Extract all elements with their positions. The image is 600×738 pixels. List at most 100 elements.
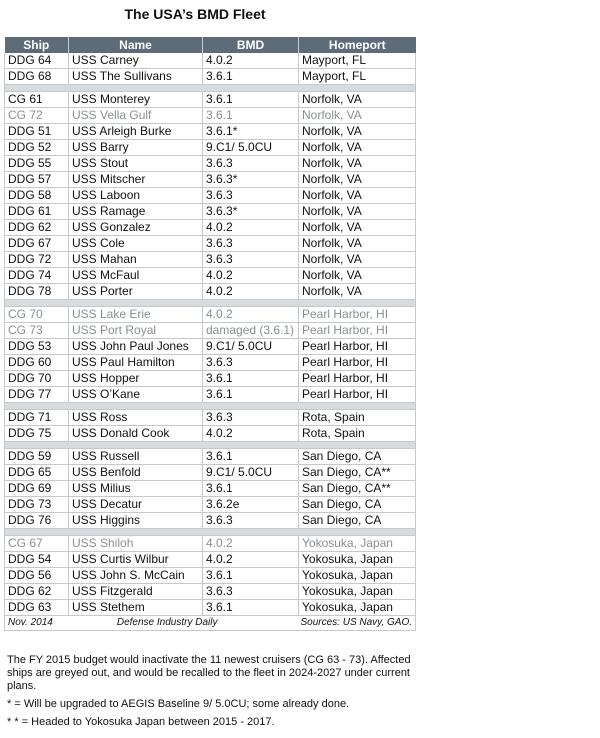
cell-name: USS Arleigh Burke — [68, 123, 203, 140]
cell-homeport: Norfolk, VA — [298, 155, 416, 172]
cell-name: USS Benfold — [68, 464, 203, 481]
cell-homeport: Pearl Harbor, HI — [298, 322, 416, 339]
group-separator — [4, 299, 416, 307]
cell-name: USS Shiloh — [68, 535, 203, 552]
cell-homeport: Yokosuka, Japan — [298, 551, 416, 568]
cell-name: USS Higgins — [68, 512, 203, 529]
cell-homeport: San Diego, CA — [298, 496, 416, 513]
table-row: DDG 72 USS Mahan 3.6.3 Norfolk, VA — [4, 251, 416, 268]
table-row: DDG 62 USS Fitzgerald 3.6.3 Yokosuka, Japan — [4, 583, 416, 600]
cell-ship: CG 61 — [4, 91, 69, 108]
cell-bmd: 3.6.3* — [202, 171, 299, 188]
table-row: DDG 78 USS Porter 4.0.2 Norfolk, VA — [4, 283, 416, 300]
table-row: DDG 75 USS Donald Cook 4.0.2 Rota, Spain — [4, 425, 416, 442]
table-body: DDG 64 USS Carney 4.0.2 Mayport, FL DDG 68 US… — [4, 53, 416, 616]
cell-ship: DDG 69 — [4, 480, 69, 497]
cell-ship: DDG 57 — [4, 171, 69, 188]
cell-homeport: Pearl Harbor, HI — [298, 338, 416, 355]
cell-bmd: 3.6.3* — [202, 203, 299, 220]
table-row: DDG 69 USS Milius 3.6.1 San Diego, CA** — [4, 480, 416, 497]
cell-ship: DDG 61 — [4, 203, 69, 220]
cell-bmd: 4.0.2 — [202, 306, 299, 323]
cell-homeport: Mayport, FL — [298, 68, 416, 85]
table-row: DDG 76 USS Higgins 3.6.3 San Diego, CA — [4, 512, 416, 529]
cell-ship: DDG 55 — [4, 155, 69, 172]
cell-homeport: Norfolk, VA — [298, 107, 416, 124]
cell-ship: CG 72 — [4, 107, 69, 124]
cell-homeport: Pearl Harbor, HI — [298, 306, 416, 323]
cell-bmd: 4.0.2 — [202, 53, 299, 69]
cell-name: USS Decatur — [68, 496, 203, 513]
cell-homeport: Norfolk, VA — [298, 235, 416, 252]
cell-bmd: 3.6.2e — [202, 496, 299, 513]
cell-homeport: Norfolk, VA — [298, 283, 416, 300]
cell-bmd: 3.6.3 — [202, 354, 299, 371]
cell-ship: DDG 62 — [4, 583, 69, 600]
cell-homeport: Norfolk, VA — [298, 251, 416, 268]
cell-name: USS Fitzgerald — [68, 583, 203, 600]
cell-ship: DDG 63 — [4, 599, 69, 616]
cell-ship: DDG 62 — [4, 219, 69, 236]
table-row: DDG 71 USS Ross 3.6.3 Rota, Spain — [4, 409, 416, 426]
table-row: DDG 70 USS Hopper 3.6.1 Pearl Harbor, HI — [4, 370, 416, 387]
cell-homeport: Pearl Harbor, HI — [298, 354, 416, 371]
cell-name: USS Barry — [68, 139, 203, 156]
cell-name: USS Curtis Wilbur — [68, 551, 203, 568]
cell-name: USS Porter — [68, 283, 203, 300]
cell-bmd: 4.0.2 — [202, 219, 299, 236]
group-separator-cell — [4, 84, 416, 92]
cell-homeport: Norfolk, VA — [298, 139, 416, 156]
cell-bmd: 3.6.3 — [202, 187, 299, 204]
cell-bmd: 3.6.1 — [202, 599, 299, 616]
cell-homeport: Yokosuka, Japan — [298, 599, 416, 616]
cell-bmd: 3.6.3 — [202, 512, 299, 529]
cell-bmd: 3.6.1 — [202, 386, 299, 403]
cell-bmd: 4.0.2 — [202, 535, 299, 552]
table-row: DDG 51 USS Arleigh Burke 3.6.1* Norfolk, VA — [4, 123, 416, 140]
cell-homeport: San Diego, CA** — [298, 480, 416, 497]
cell-name: USS Stethem — [68, 599, 203, 616]
table-row: DDG 73 USS Decatur 3.6.2e San Diego, CA — [4, 496, 416, 513]
table-row: DDG 64 USS Carney 4.0.2 Mayport, FL — [4, 53, 416, 69]
cell-bmd: 4.0.2 — [202, 267, 299, 284]
table-row: CG 67 USS Shiloh 4.0.2 Yokosuka, Japan — [4, 535, 416, 552]
table-row: DDG 65 USS Benfold 9.C1/ 5.0CU San Diego, C… — [4, 464, 416, 481]
cell-bmd: 3.6.1 — [202, 91, 299, 108]
table-row: DDG 52 USS Barry 9.C1/ 5.0CU Norfolk, VA — [4, 139, 416, 156]
table-row: DDG 55 USS Stout 3.6.3 Norfolk, VA — [4, 155, 416, 172]
cell-bmd: 4.0.2 — [202, 551, 299, 568]
group-separator — [4, 441, 416, 449]
table-row: CG 70 USS Lake Erie 4.0.2 Pearl Harbor, HI — [4, 306, 416, 323]
group-separator-cell — [4, 402, 416, 410]
cell-name: USS Ramage — [68, 203, 203, 220]
cell-ship: DDG 56 — [4, 567, 69, 584]
cell-ship: DDG 54 — [4, 551, 69, 568]
cell-ship: DDG 73 — [4, 496, 69, 513]
cell-homeport: Norfolk, VA — [298, 171, 416, 188]
cell-homeport: Norfolk, VA — [298, 123, 416, 140]
cell-homeport: Norfolk, VA — [298, 267, 416, 284]
cell-name: USS Mahan — [68, 251, 203, 268]
table-row: DDG 56 USS John S. McCain 3.6.1 Yokosuka, J… — [4, 567, 416, 584]
footer-date: Nov. 2014 — [8, 617, 53, 628]
cell-ship: DDG 74 — [4, 267, 69, 284]
cell-name: USS Donald Cook — [68, 425, 203, 442]
cell-ship: DDG 75 — [4, 425, 69, 442]
table-row: DDG 63 USS Stethem 3.6.1 Yokosuka, Japan — [4, 599, 416, 616]
group-separator — [4, 528, 416, 536]
group-separator — [4, 402, 416, 410]
cell-name: USS Russell — [68, 448, 203, 465]
cell-homeport: Pearl Harbor, HI — [298, 386, 416, 403]
cell-name: USS Hopper — [68, 370, 203, 387]
cell-bmd: damaged (3.6.1) — [202, 322, 299, 339]
table-row: DDG 58 USS Laboon 3.6.3 Norfolk, VA — [4, 187, 416, 204]
table-row: CG 73 USS Port Royal damaged (3.6.1) Pearl … — [4, 322, 416, 339]
cell-homeport: Mayport, FL — [298, 53, 416, 69]
column-header-ship: Ship — [4, 37, 69, 53]
cell-ship: DDG 68 — [4, 68, 69, 85]
cell-bmd: 3.6.3 — [202, 251, 299, 268]
cell-ship: CG 67 — [4, 535, 69, 552]
cell-ship: DDG 58 — [4, 187, 69, 204]
cell-homeport: San Diego, CA — [298, 512, 416, 529]
cell-name: USS O’Kane — [68, 386, 203, 403]
